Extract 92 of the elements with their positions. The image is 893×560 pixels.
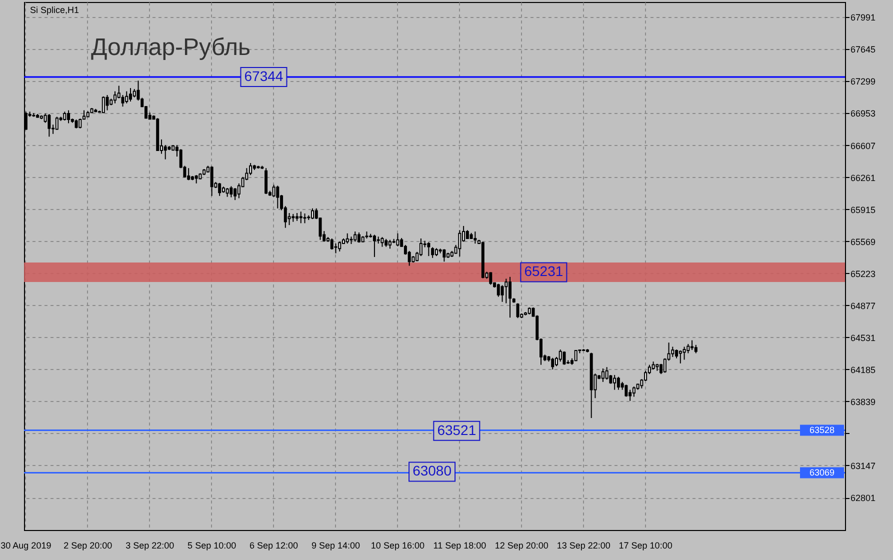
y-tick-label: 64185 — [850, 364, 876, 375]
candlestick — [671, 346, 674, 358]
candlestick — [601, 368, 604, 382]
y-tick-label: 67645 — [850, 44, 876, 55]
x-tick-label: 11 Sep 18:00 — [433, 540, 486, 550]
candlestick — [218, 182, 222, 196]
candlestick — [78, 118, 82, 129]
candlestick — [474, 231, 477, 244]
y-tick-label: 65569 — [850, 236, 876, 247]
candlestick — [249, 162, 252, 176]
candlestick — [230, 186, 233, 198]
candlestick — [210, 166, 214, 196]
candlestick — [489, 272, 492, 286]
candlestick — [396, 232, 400, 247]
y-tick-label: 63839 — [850, 396, 876, 407]
candlestick — [380, 236, 384, 248]
candlestick — [106, 94, 109, 111]
candlestick — [496, 283, 500, 298]
ref-line-label: 63069 — [809, 468, 835, 478]
candlestick — [562, 350, 566, 366]
candlestick — [678, 350, 682, 364]
candlestick — [682, 346, 686, 360]
x-tick-label: 5 Sep 10:00 — [188, 540, 236, 550]
candlestick — [632, 386, 636, 398]
text: Доллар-Рубль — [91, 34, 250, 61]
candlestick — [690, 340, 694, 350]
candlestick — [299, 211, 302, 224]
x-tick-label: 17 Sep 10:00 — [618, 540, 672, 550]
y-tick-label: 66607 — [850, 140, 876, 151]
candlestick — [442, 248, 446, 262]
candlestick — [48, 113, 51, 138]
x-tick-label: 10 Sep 16:00 — [370, 540, 424, 550]
x-tick-label: 6 Sep 12:00 — [250, 540, 298, 550]
y-tick-label: 62801 — [850, 493, 876, 504]
x-tick-label: 30 Aug 2019 — [0, 540, 52, 550]
candlestick — [408, 250, 411, 266]
chart-title: Si Splice,H1 — [30, 5, 80, 15]
candlestick — [121, 94, 124, 108]
candlestick — [102, 96, 105, 114]
candlestick — [419, 238, 422, 257]
candlestick — [334, 243, 338, 254]
candlestick — [125, 90, 128, 104]
candlestick — [55, 116, 58, 130]
candlestick — [164, 144, 167, 160]
candlestick — [551, 357, 554, 370]
y-tick-label: 65915 — [850, 204, 876, 215]
candlestick — [372, 234, 376, 258]
candlestick — [508, 276, 512, 318]
y-tick-label: 63147 — [850, 460, 876, 471]
candlestick — [338, 241, 342, 252]
annotation: 67344 — [244, 68, 284, 84]
candlestick — [272, 184, 276, 198]
x-tick-label: 3 Sep 22:00 — [126, 540, 174, 550]
x-tick-label: 9 Sep 14:00 — [311, 540, 360, 550]
x-tick-label: 12 Sep 20:00 — [494, 540, 548, 550]
y-tick-label: 64531 — [850, 332, 876, 343]
x-tick-label: 2 Sep 20:00 — [64, 540, 112, 550]
candlestick — [311, 208, 314, 220]
candlestick — [624, 384, 628, 398]
candlestick — [458, 230, 462, 258]
candlestick — [187, 168, 190, 181]
ref-line-label: 63528 — [809, 425, 835, 436]
candlestick — [129, 88, 132, 102]
candlestick — [234, 188, 237, 201]
candlestick — [504, 278, 508, 304]
y-tick-label: 64877 — [850, 300, 876, 311]
candlestick — [303, 212, 306, 224]
candlestick — [264, 168, 268, 195]
candlestick — [628, 389, 632, 402]
candlestick — [558, 349, 562, 362]
annotation: 63521 — [437, 422, 476, 438]
y-tick-label: 65223 — [850, 268, 876, 279]
candlestick — [357, 232, 360, 244]
candlestick — [346, 232, 349, 244]
band-label: 65231 — [524, 263, 564, 280]
y-tick-label: 67991 — [850, 12, 876, 23]
y-tick-label: 66953 — [850, 108, 876, 119]
candlestick — [613, 374, 616, 390]
candlestick — [114, 90, 117, 104]
y-tick-label: 66261 — [850, 172, 876, 183]
candlestick — [616, 376, 620, 390]
candlestick — [330, 238, 334, 250]
candlestick — [427, 242, 430, 257]
candlestick — [431, 246, 434, 258]
candlestick — [354, 231, 357, 242]
candlestick — [67, 110, 70, 124]
candlestick — [276, 185, 280, 209]
annotation: 63080 — [412, 462, 452, 479]
x-tick-label: 13 Sep 22:00 — [556, 540, 610, 550]
y-tick-label: 67299 — [850, 76, 876, 87]
candlestick — [516, 302, 520, 319]
candlestick — [605, 366, 608, 380]
